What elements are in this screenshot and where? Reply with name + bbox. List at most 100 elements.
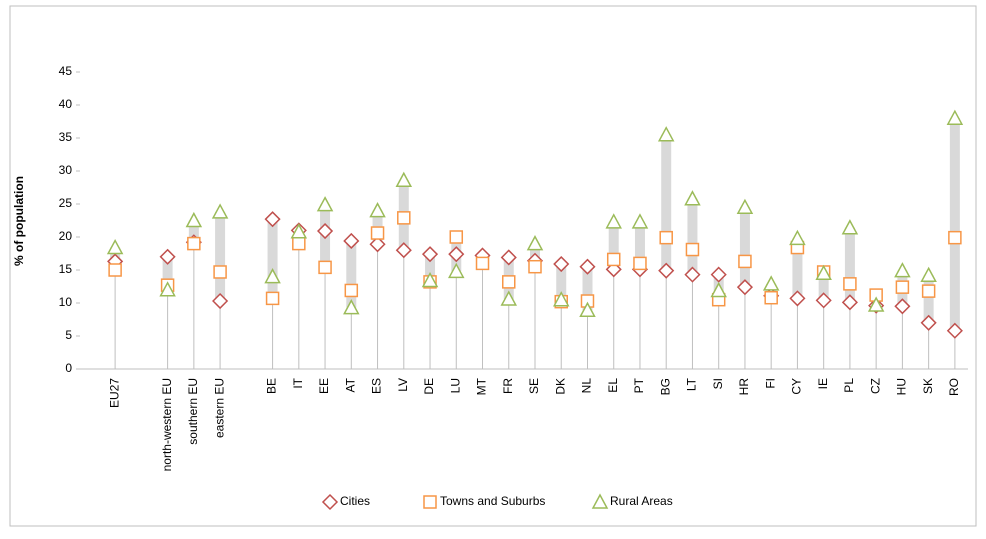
towns-marker [397, 211, 411, 225]
x-tick-label: eastern EU [212, 378, 226, 438]
cities-marker [448, 246, 465, 263]
x-tick-label: FR [501, 378, 515, 394]
y-tick-label: 35 [59, 130, 73, 144]
rural-marker [526, 235, 544, 251]
rural-marker [159, 281, 176, 297]
towns-marker [685, 242, 700, 257]
x-tick-label: southern EU [186, 378, 200, 445]
range-bar [215, 211, 226, 302]
x-tick-label: SK [921, 378, 935, 394]
cities-marker [815, 292, 832, 309]
range-bar [844, 227, 855, 303]
cities-marker [920, 314, 937, 331]
range-bar [792, 238, 803, 299]
y-tick-label: 15 [59, 262, 73, 276]
rural-marker [736, 198, 754, 215]
cities-marker [343, 232, 360, 250]
x-tick-label: HR [737, 378, 751, 396]
y-tick-label: 25 [59, 196, 73, 210]
towns-marker [738, 254, 752, 269]
rural-marker [264, 268, 281, 284]
rural-marker [421, 271, 439, 288]
rural-marker [552, 291, 570, 307]
towns-marker [843, 277, 857, 291]
range-bar [188, 220, 199, 244]
x-tick-label: AT [343, 377, 357, 392]
rural-marker [657, 126, 675, 142]
frame [9, 5, 977, 527]
rural-marker [789, 229, 806, 246]
rural-marker [605, 213, 622, 229]
towns-marker [633, 256, 647, 271]
legend-label: Cities [340, 494, 370, 508]
x-tick-label: DK [553, 378, 567, 395]
towns-marker [921, 284, 936, 298]
rural-marker [894, 262, 911, 278]
cities-marker [553, 255, 570, 273]
range-bar [346, 240, 357, 308]
x-tick-label: NL [580, 378, 594, 394]
towns-marker [895, 280, 910, 294]
x-tick-label: CY [790, 378, 804, 395]
towns-marker [606, 252, 621, 267]
towns-marker [344, 283, 359, 298]
towns-marker [475, 256, 490, 271]
cities-marker [841, 294, 858, 311]
y-tick-label: 45 [59, 64, 73, 78]
towns-marker [265, 291, 280, 306]
x-tick-label: CZ [868, 378, 882, 394]
cities-marker [369, 236, 386, 253]
cities-marker [421, 246, 439, 263]
rural-marker [211, 203, 229, 219]
cities-marker [500, 249, 517, 266]
x-tick-label: EU27 [107, 378, 121, 408]
towns-marker [764, 290, 778, 305]
x-tick-label: LV [396, 378, 410, 392]
cities-marker [395, 242, 412, 259]
rural-marker [500, 290, 518, 306]
x-tick-label: EE [317, 378, 331, 394]
range-bar [818, 271, 829, 301]
rural-marker [631, 213, 649, 229]
x-tick-label: BE [265, 378, 279, 394]
towns-marker [528, 259, 542, 274]
towns-marker [449, 230, 464, 244]
cities-marker [316, 222, 334, 240]
range-bar [687, 198, 698, 275]
rural-marker [106, 238, 124, 255]
cities-marker [710, 266, 727, 283]
x-tick-label: DE [422, 378, 436, 395]
cities-marker [264, 211, 281, 228]
towns-marker [502, 275, 516, 289]
x-tick-label: SE [527, 378, 541, 394]
range-bar [923, 275, 934, 323]
range-bar [162, 256, 173, 290]
rural-marker [369, 202, 386, 218]
rural-marker [920, 266, 937, 283]
towns-marker [370, 226, 385, 240]
range-bar [267, 219, 278, 299]
range-bar [661, 134, 672, 271]
x-tick-label: PT [632, 377, 646, 393]
legend-label: Rural Areas [610, 494, 673, 508]
x-tick-label: SI [711, 378, 725, 389]
rural-marker [290, 223, 308, 239]
cities-marker [658, 262, 675, 279]
x-tick-label: LT [685, 377, 699, 391]
x-tick-label: ES [370, 378, 384, 394]
towns-marker [318, 260, 332, 275]
x-tick-label: EL [606, 378, 620, 393]
y-axis-title: % of population [12, 176, 26, 266]
rural-marker [946, 109, 964, 125]
range-bar [556, 264, 567, 302]
rural-marker [448, 262, 465, 279]
towns-marker [108, 263, 122, 277]
x-tick-label: RO [947, 378, 961, 396]
x-tick-label: LU [448, 378, 462, 393]
cities-marker [321, 493, 339, 511]
cities-marker [579, 258, 596, 275]
rural-marker [316, 196, 334, 212]
range-bar [425, 254, 436, 282]
towns-marker [187, 236, 201, 251]
cities-marker [789, 290, 806, 307]
